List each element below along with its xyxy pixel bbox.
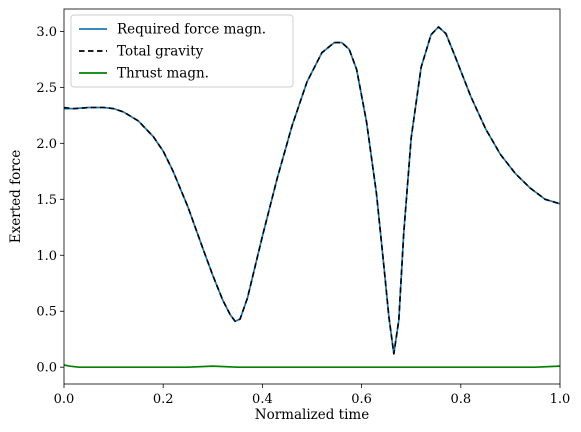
y-tick-label: 1.0 <box>36 249 57 264</box>
legend-label: Thrust magn. <box>117 66 209 82</box>
x-tick-label: 0.2 <box>153 392 174 407</box>
y-tick-label: 1.5 <box>36 193 57 208</box>
legend: Required force magn. Total gravity Thrust … <box>70 14 294 88</box>
y-tick-label: 0.0 <box>36 361 57 376</box>
x-tick-label: 0.6 <box>351 392 372 407</box>
x-axis-ticks: 0.0 0.2 0.4 0.6 0.8 1.0 <box>54 384 571 407</box>
x-tick-label: 1.0 <box>550 392 571 407</box>
y-axis-label: Exerted force <box>8 150 24 243</box>
y-tick-label: 2.5 <box>36 81 57 96</box>
series-layer <box>64 26 560 369</box>
plot-frame <box>63 8 561 385</box>
legend-label: Required force magn. <box>117 22 266 38</box>
total-gravity-line <box>64 26 560 355</box>
x-tick-label: 0.0 <box>54 392 75 407</box>
legend-box <box>70 14 294 88</box>
y-tick-label: 2.0 <box>36 137 57 152</box>
x-tick-label: 0.4 <box>252 392 273 407</box>
thrust-line <box>64 364 560 369</box>
x-axis-label: Normalized time <box>255 407 369 423</box>
x-tick-label: 0.8 <box>450 392 471 407</box>
y-tick-label: 3.0 <box>36 25 57 40</box>
y-tick-label: 0.5 <box>36 305 57 320</box>
legend-label: Total gravity <box>117 44 204 60</box>
y-axis-ticks: 0.0 0.5 1.0 1.5 2.0 2.5 3.0 <box>36 25 64 376</box>
